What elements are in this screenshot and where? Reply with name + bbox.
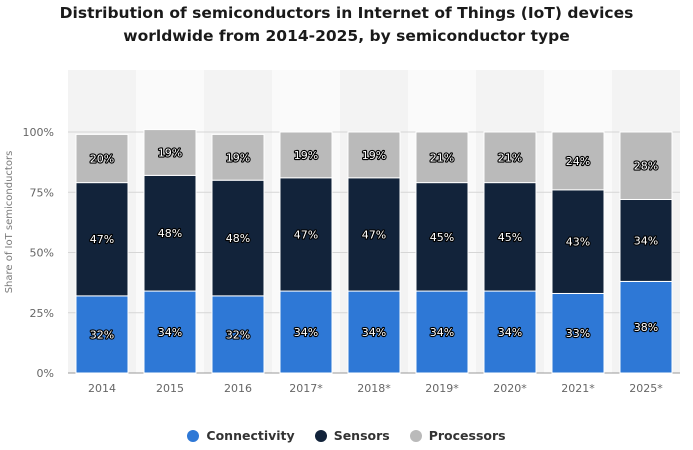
legend-label-connectivity: Connectivity: [206, 428, 295, 443]
bar-segment-processors[interactable]: [279, 131, 333, 179]
data-label: 47%: [294, 228, 318, 241]
stacked-bar-chart: 0% 25% 50% 75% 100% 32% 47% 20% 34% 48% 19% 32% 48%…: [4, 70, 680, 395]
x-axis-tick-labels: 2014 2015 2016 2017* 2018* 2019* 2020* 2021* 202…: [88, 382, 663, 395]
chart-title-line-1: Distribution of semiconductors in Intern…: [59, 4, 634, 22]
bar-segment-sensors[interactable]: [211, 179, 265, 297]
data-label: 34%: [430, 326, 454, 339]
bar-segment-sensors[interactable]: [415, 182, 469, 292]
data-label: 32%: [90, 328, 114, 341]
bar-segment-sensors[interactable]: [347, 177, 401, 292]
data-label: 33%: [566, 327, 590, 340]
x-tick-label: 2020*: [493, 382, 527, 395]
x-tick-label: 2018*: [357, 382, 391, 395]
x-tick-label: 2019*: [425, 382, 459, 395]
bar-segment-processors[interactable]: [415, 131, 469, 184]
x-tick-label: 2015: [156, 382, 184, 395]
data-label: 48%: [158, 227, 182, 240]
data-label: 34%: [158, 326, 182, 339]
bar-segment-processors[interactable]: [483, 131, 537, 184]
legend-dot-processors: [409, 429, 422, 442]
bar-segment-processors[interactable]: [75, 133, 129, 184]
y-tick-label: 100%: [23, 126, 54, 139]
bar-segment-sensors[interactable]: [279, 177, 333, 292]
x-tick-label: 2014: [88, 382, 116, 395]
bar-segment-connectivity[interactable]: [619, 280, 673, 374]
bar-segment-processors[interactable]: [619, 131, 673, 200]
bar-segment-processors[interactable]: [551, 131, 605, 191]
data-label: 47%: [362, 228, 386, 241]
legend-label-sensors: Sensors: [333, 428, 390, 443]
data-label: 20%: [90, 153, 114, 166]
bar-segment-connectivity[interactable]: [551, 292, 605, 374]
data-labels: 32% 47% 20% 34% 48% 19% 32% 48% 19% 34% 47% 19% 34% 4…: [89, 145, 660, 342]
y-axis-title: Share of IoT semiconductors: [4, 151, 15, 294]
bar-segment-connectivity[interactable]: [415, 290, 469, 374]
legend-item-processors[interactable]: Processors: [409, 428, 506, 443]
bar-segment-sensors[interactable]: [143, 174, 197, 292]
bars: [75, 129, 673, 374]
data-label: 21%: [430, 151, 454, 164]
data-label: 34%: [498, 326, 522, 339]
bar-segment-sensors[interactable]: [619, 198, 673, 282]
data-label: 43%: [566, 236, 590, 249]
data-label: 19%: [158, 146, 182, 159]
x-tick-label: 2025*: [629, 382, 663, 395]
legend-dot-sensors: [314, 429, 327, 442]
chart-title-line-2: worldwide from 2014-2025, by semiconduct…: [123, 27, 570, 45]
bar-segment-connectivity[interactable]: [483, 290, 537, 374]
data-label: 48%: [226, 232, 250, 245]
bar-segment-sensors[interactable]: [75, 182, 129, 297]
y-tick-label: 0%: [37, 367, 54, 380]
bar-segment-processors[interactable]: [143, 129, 197, 176]
bar-segment-processors[interactable]: [347, 131, 401, 179]
data-label: 28%: [634, 160, 658, 173]
bar-segment-connectivity[interactable]: [279, 290, 333, 374]
data-label: 19%: [226, 151, 250, 164]
legend-item-connectivity[interactable]: Connectivity: [187, 428, 295, 443]
legend-dot-connectivity: [187, 429, 200, 442]
legend: Connectivity Sensors Processors: [0, 428, 693, 443]
y-tick-label: 75%: [30, 186, 54, 199]
x-tick-label: 2017*: [289, 382, 323, 395]
legend-item-sensors[interactable]: Sensors: [314, 428, 390, 443]
bar-segment-connectivity[interactable]: [347, 290, 401, 374]
data-label: 45%: [430, 231, 454, 244]
data-label: 45%: [498, 231, 522, 244]
chart-title: Distribution of semiconductors in Intern…: [0, 2, 693, 48]
bar-segment-sensors[interactable]: [551, 189, 605, 294]
bar-segment-connectivity[interactable]: [75, 295, 129, 374]
y-tick-label: 25%: [30, 307, 54, 320]
data-label: 19%: [362, 149, 386, 162]
data-label: 34%: [294, 326, 318, 339]
data-label: 34%: [634, 234, 658, 247]
y-axis-tick-labels: 0% 25% 50% 75% 100%: [23, 126, 54, 380]
data-label: 38%: [634, 321, 658, 334]
x-tick-label: 2021*: [561, 382, 595, 395]
bar-segment-connectivity[interactable]: [211, 295, 265, 374]
bar-segment-connectivity[interactable]: [143, 290, 197, 374]
legend-label-processors: Processors: [428, 428, 506, 443]
data-label: 34%: [362, 326, 386, 339]
bar-segment-sensors[interactable]: [483, 182, 537, 292]
y-tick-label: 50%: [30, 247, 54, 260]
data-label: 32%: [226, 328, 250, 341]
bar-segment-processors[interactable]: [211, 133, 265, 181]
data-label: 21%: [498, 151, 522, 164]
data-label: 47%: [90, 233, 114, 246]
x-tick-label: 2016: [224, 382, 252, 395]
data-label: 19%: [294, 149, 318, 162]
data-label: 24%: [566, 155, 590, 168]
